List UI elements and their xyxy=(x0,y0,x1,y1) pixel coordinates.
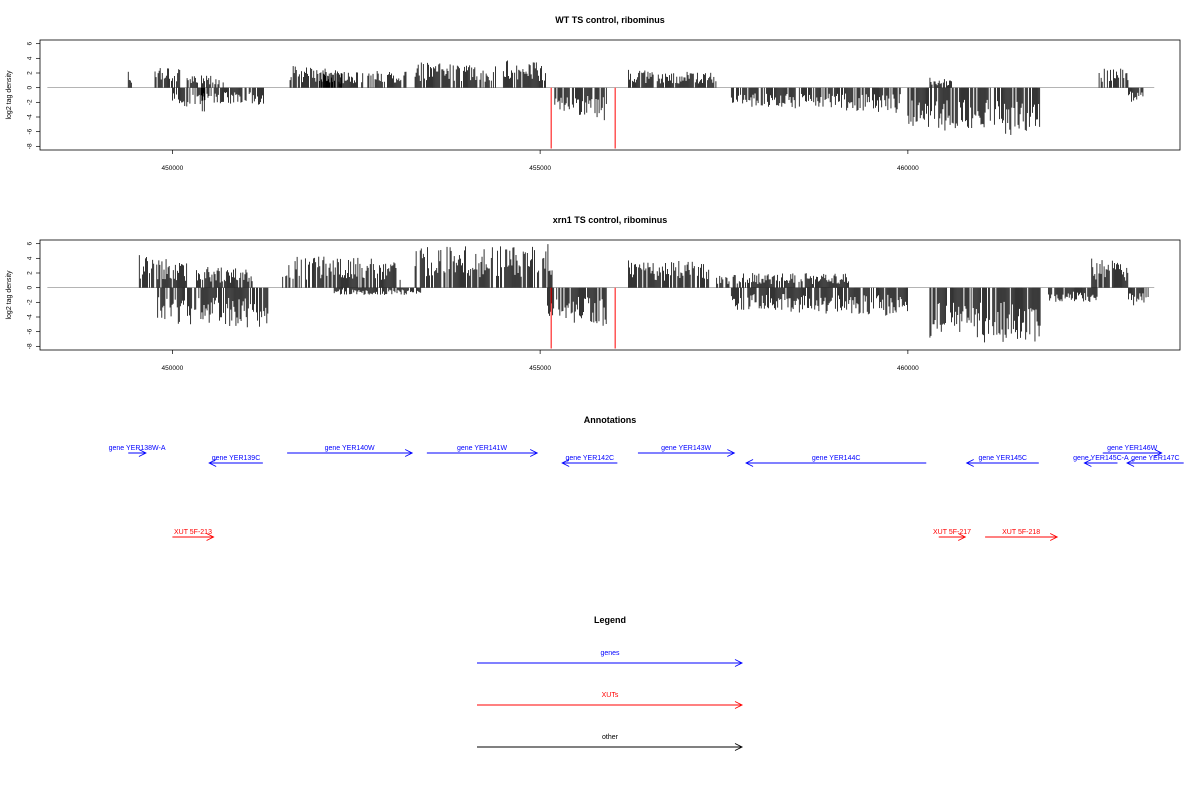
annotations-title: Annotations xyxy=(584,415,637,425)
gene-arrow xyxy=(128,449,147,457)
x-tick-label: 460000 xyxy=(897,165,919,172)
x-tick-label: 450000 xyxy=(162,165,184,172)
legend-title: Legend xyxy=(594,615,626,625)
gene-arrow xyxy=(965,459,1039,467)
gene-annotations: gene YER138W-A gene YER139C gene YER140W ge… xyxy=(109,445,1184,467)
x-tick-label: 455000 xyxy=(529,365,551,372)
legend-arrow xyxy=(477,701,744,709)
y-tick-label: -2 xyxy=(27,99,34,105)
x-tick-label: 455000 xyxy=(529,165,551,172)
gene-arrow xyxy=(426,449,539,457)
gene-label: gene YER147C xyxy=(1131,455,1180,462)
gene-label: gene YER146W xyxy=(1107,445,1157,452)
x-ticks-xrn1: 450000 455000 460000 xyxy=(162,350,919,372)
y-tick-label: 6 xyxy=(27,41,34,45)
x-tick-label: 450000 xyxy=(162,365,184,372)
legend-label: genes xyxy=(600,650,620,657)
xut-arrow xyxy=(172,533,215,541)
y-tick-label: 4 xyxy=(27,256,34,260)
gene-arrow xyxy=(637,449,736,457)
y-tick-label: 0 xyxy=(27,285,34,289)
chart-title-wt: WT TS control, ribominus xyxy=(555,15,665,25)
xut-annotations: XUT 5F-213 XUT 5F-217 XUT 5F-218 xyxy=(172,529,1059,541)
xut-arrow xyxy=(938,533,967,541)
gene-label: gene YER140W xyxy=(325,445,375,452)
gene-label: gene YER142C xyxy=(566,455,615,462)
gene-arrow xyxy=(1083,459,1118,467)
y-tick-label: -8 xyxy=(27,343,34,349)
gene-arrow xyxy=(1126,459,1184,467)
y-axis-label-xrn1: log2 tag density xyxy=(6,270,13,320)
bars-xrn1 xyxy=(47,244,1155,349)
plot-frame-xrn1 xyxy=(39,239,1181,351)
legend-arrow xyxy=(477,743,744,751)
gene-arrow xyxy=(1102,449,1163,457)
gene-label: gene YER143W xyxy=(661,445,711,452)
y-tick-label: -2 xyxy=(27,299,34,305)
gene-arrow xyxy=(561,459,618,467)
gene-label: gene YER141W xyxy=(457,445,507,452)
xut-label: XUT 5F-217 xyxy=(933,529,971,536)
gene-label: gene YER138W-A xyxy=(109,445,166,452)
legend-items: genes XUTs other xyxy=(477,650,744,751)
y-tick-label: -8 xyxy=(27,143,34,149)
xut-label: XUT 5F-213 xyxy=(174,529,212,536)
gene-label: gene YER139C xyxy=(212,455,261,462)
plot-frame-wt xyxy=(39,39,1181,151)
gene-arrow xyxy=(208,459,263,467)
xut-label: XUT 5F-218 xyxy=(1002,529,1040,536)
y-tick-label: -4 xyxy=(27,114,34,120)
panel-wt: WT TS control, ribominus log2 tag densit… xyxy=(6,15,1181,172)
y-tick-label: 6 xyxy=(27,241,34,245)
panel-xrn1: xrn1 TS control, ribominus log2 tag dens… xyxy=(6,215,1181,372)
y-axis-label-wt: log2 tag density xyxy=(6,70,13,120)
gene-arrow xyxy=(745,459,927,467)
xut-arrow xyxy=(985,533,1059,541)
legend-label: other xyxy=(602,734,619,741)
y-tick-label: -6 xyxy=(27,328,34,334)
x-ticks-wt: 450000 455000 460000 xyxy=(162,150,919,172)
y-ticks-xrn1: 6 4 2 0 -2 -4 -6 -8 xyxy=(27,241,40,349)
y-tick-label: -6 xyxy=(27,128,34,134)
legend: Legend genes XUTs other xyxy=(477,615,744,751)
legend-arrow xyxy=(477,659,744,667)
y-tick-label: -4 xyxy=(27,314,34,320)
gene-label: gene YER145C-A xyxy=(1073,455,1129,462)
chart-title-xrn1: xrn1 TS control, ribominus xyxy=(553,215,668,225)
y-ticks-wt: 6 4 2 0 -2 -4 -6 -8 xyxy=(27,41,40,149)
y-tick-label: 2 xyxy=(27,271,34,275)
gene-label: gene YER145C xyxy=(978,455,1027,462)
x-tick-label: 460000 xyxy=(897,365,919,372)
bars-wt xyxy=(47,60,1155,149)
gene-arrow xyxy=(287,449,414,457)
y-tick-label: 4 xyxy=(27,56,34,60)
gene-label: gene YER144C xyxy=(812,455,861,462)
legend-label: XUTs xyxy=(602,692,619,699)
y-tick-label: 0 xyxy=(27,85,34,89)
y-tick-label: 2 xyxy=(27,71,34,75)
